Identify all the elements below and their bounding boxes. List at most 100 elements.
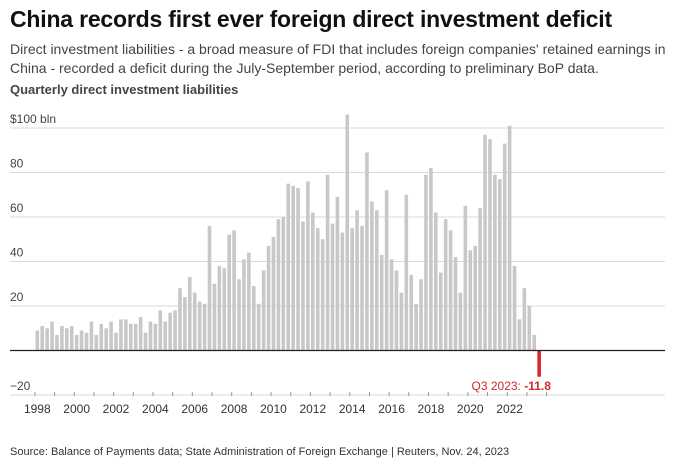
- data-bar: [424, 174, 428, 351]
- data-bar: [443, 219, 448, 351]
- data-bar: [365, 152, 369, 351]
- data-bar: [409, 274, 414, 351]
- x-tick-label: 1998: [24, 402, 51, 416]
- gridlines: [10, 127, 665, 396]
- x-tick-label: 2008: [221, 402, 248, 416]
- data-bar: [379, 254, 384, 351]
- data-bar: [502, 143, 507, 351]
- data-bar: [468, 250, 473, 351]
- data-bar: [414, 303, 418, 351]
- q3-2023-annotation: Q3 2023: -11.8: [472, 379, 552, 393]
- data-bar: [340, 232, 345, 351]
- data-bar: [188, 277, 192, 351]
- data-bar: [463, 205, 468, 351]
- data-bar: [153, 323, 158, 351]
- data-bar: [488, 139, 492, 351]
- data-bar: [330, 223, 335, 351]
- data-bar: [256, 303, 261, 351]
- data-bar: [65, 328, 69, 351]
- x-tick-label: 2012: [299, 402, 326, 416]
- data-bar: [207, 225, 212, 351]
- data-bar: [345, 114, 350, 351]
- chart-label: Quarterly direct investment liabilities: [10, 82, 239, 97]
- data-bar: [394, 270, 399, 351]
- chart-subtitle: Direct investment liabilities - a broad …: [10, 41, 666, 76]
- data-bar: [291, 185, 295, 351]
- data-bar: [497, 179, 502, 351]
- data-bar: [522, 288, 527, 351]
- data-bar: [355, 210, 359, 351]
- data-bar: [271, 237, 276, 351]
- data-bar: [183, 297, 187, 351]
- source-note: Source: Balance of Payments data; State …: [10, 446, 510, 458]
- data-bar: [114, 332, 118, 351]
- data-bar: [40, 326, 45, 351]
- x-tick-label: 2010: [260, 402, 287, 416]
- data-bar: [35, 330, 40, 351]
- x-tick-label: 2014: [339, 402, 366, 416]
- x-tick-label: 2020: [457, 402, 484, 416]
- data-bar: [306, 181, 310, 351]
- data-bar: [45, 328, 49, 351]
- y-tick-label: $100 bln: [10, 112, 56, 126]
- y-tick-label: −20: [10, 379, 31, 393]
- highlight-bar: [537, 350, 541, 377]
- data-bar: [143, 332, 148, 351]
- data-bar: [133, 323, 138, 351]
- annotation-value: -11.8: [524, 379, 551, 393]
- axes: [10, 349, 665, 396]
- data-bar: [296, 188, 300, 351]
- data-bar: [237, 279, 241, 351]
- x-tick-label: 2006: [181, 402, 208, 416]
- y-tick-label: 80: [10, 157, 24, 171]
- data-bar: [438, 272, 443, 351]
- data-bar: [404, 194, 409, 351]
- data-bar: [325, 174, 330, 351]
- data-bar: [448, 230, 453, 351]
- data-bar: [493, 174, 497, 351]
- x-tick-label: 2004: [142, 402, 169, 416]
- data-bar: [429, 168, 433, 351]
- data-bar: [128, 323, 133, 351]
- data-bar: [458, 292, 463, 351]
- data-bar: [99, 323, 104, 351]
- data-bar: [232, 230, 236, 351]
- data-bar: [89, 321, 94, 351]
- x-tick-label: 2002: [103, 402, 130, 416]
- data-bar: [473, 245, 477, 351]
- data-bar: [84, 332, 89, 351]
- data-bar: [109, 321, 113, 351]
- bars: [35, 114, 541, 377]
- data-bar: [197, 301, 202, 351]
- data-bar: [370, 201, 374, 351]
- bar-chart: −20 20 40 60 80 $100 bln 1998 2000 2002 2004 2006 2…: [10, 112, 665, 416]
- data-bar: [311, 212, 315, 351]
- data-bar: [507, 125, 512, 351]
- annotation-label: Q3 2023:: [472, 379, 525, 393]
- data-bar: [79, 330, 84, 351]
- data-bar: [217, 265, 222, 351]
- data-bar: [138, 317, 143, 351]
- data-bar: [124, 319, 128, 351]
- data-bar: [69, 326, 74, 351]
- data-bar: [360, 225, 364, 351]
- data-bar: [399, 292, 404, 351]
- data-bar: [517, 319, 522, 351]
- data-bar: [168, 312, 172, 351]
- data-bar: [163, 321, 168, 351]
- axis-labels: −20 20 40 60 80 $100 bln 1998 2000 2002 2004 2006 2…: [10, 112, 551, 416]
- x-tick-label: 2018: [418, 402, 445, 416]
- y-tick-label: 40: [10, 246, 24, 260]
- data-bar: [320, 239, 325, 351]
- data-bar: [94, 334, 99, 351]
- data-bar: [227, 234, 231, 351]
- data-bar: [276, 219, 281, 351]
- data-bar: [247, 252, 251, 351]
- data-bar: [434, 212, 438, 351]
- data-bar: [315, 228, 320, 351]
- data-bar: [389, 259, 394, 351]
- data-bar: [178, 288, 182, 351]
- data-bar: [478, 208, 482, 351]
- data-bar: [266, 245, 271, 351]
- data-bar: [192, 292, 197, 351]
